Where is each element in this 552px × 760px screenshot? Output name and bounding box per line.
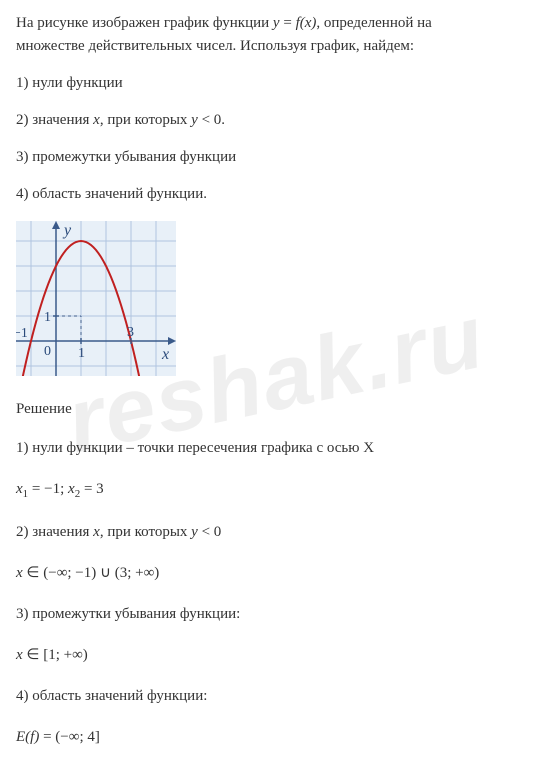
q2-var-y: y	[191, 112, 198, 128]
question-1: 1) нули функции	[16, 73, 536, 94]
s2-ans-x: x	[16, 565, 23, 581]
s2-ans: ∈ (−∞; −1) ∪ (3; +∞)	[23, 565, 160, 581]
s1-x2-var: x	[68, 481, 75, 497]
var-y: y	[273, 15, 280, 31]
q2-mid: , при которых	[100, 112, 191, 128]
svg-text:3: 3	[127, 325, 134, 340]
intro-paragraph: На рисунке изображен график функции y = …	[16, 12, 536, 57]
s2-var-x: x	[93, 524, 100, 540]
eq-sign: =	[280, 15, 296, 31]
function-graph: −1 3 0 1 1 y x	[16, 221, 176, 376]
document-content: На рисунке изображен график функции y = …	[16, 12, 536, 748]
s4-ans-E: E	[16, 729, 25, 745]
question-3: 3) промежутки убывания функции	[16, 147, 536, 168]
svg-text:y: y	[62, 222, 72, 239]
solution-1-answer: x1 = −1; x2 = 3	[16, 479, 536, 502]
svg-text:x: x	[161, 346, 169, 363]
s1-x1-var: x	[16, 481, 23, 497]
s1-x1-eq: = −1;	[28, 481, 68, 497]
intro-text-1-end: , определенной на	[316, 15, 431, 31]
s3-ans: ∈ [1; +∞)	[23, 647, 88, 663]
s3-ans-x: x	[16, 647, 23, 663]
solution-4-text: 4) область значений функции:	[16, 686, 536, 707]
q2-var-x: x	[93, 112, 100, 128]
svg-text:1: 1	[44, 310, 51, 325]
solution-2-answer: x ∈ (−∞; −1) ∪ (3; +∞)	[16, 563, 536, 584]
svg-text:1: 1	[78, 346, 85, 361]
question-4: 4) область значений функции.	[16, 184, 536, 205]
s2-pre: 2) значения	[16, 524, 93, 540]
solution-heading: Решение	[16, 401, 536, 418]
s4-ans-f: (f)	[25, 729, 39, 745]
s1-x2-eq: = 3	[80, 481, 103, 497]
solution-3-text: 3) промежутки убывания функции:	[16, 604, 536, 625]
question-2: 2) значения x, при которых y < 0.	[16, 110, 536, 131]
var-x-paren: (x)	[300, 15, 317, 31]
svg-text:−1: −1	[16, 326, 28, 341]
intro-text-1: На рисунке изображен график функции	[16, 15, 273, 31]
solution-2-text: 2) значения x, при которых y < 0	[16, 522, 536, 543]
q2-lt: < 0.	[198, 112, 225, 128]
s2-end: < 0	[198, 524, 221, 540]
s4-ans: = (−∞; 4]	[39, 729, 100, 745]
q2-pre: 2) значения	[16, 112, 93, 128]
solution-4-answer: E(f) = (−∞; 4]	[16, 727, 536, 748]
graph-container: −1 3 0 1 1 y x	[16, 221, 536, 381]
solution-3-answer: x ∈ [1; +∞)	[16, 645, 536, 666]
svg-text:0: 0	[44, 344, 51, 359]
solution-1-text: 1) нули функции – точки пересечения граф…	[16, 438, 536, 459]
s2-var-y: y	[191, 524, 198, 540]
intro-text-2: множестве действительных чисел. Использу…	[16, 38, 414, 54]
s2-mid: , при которых	[100, 524, 191, 540]
